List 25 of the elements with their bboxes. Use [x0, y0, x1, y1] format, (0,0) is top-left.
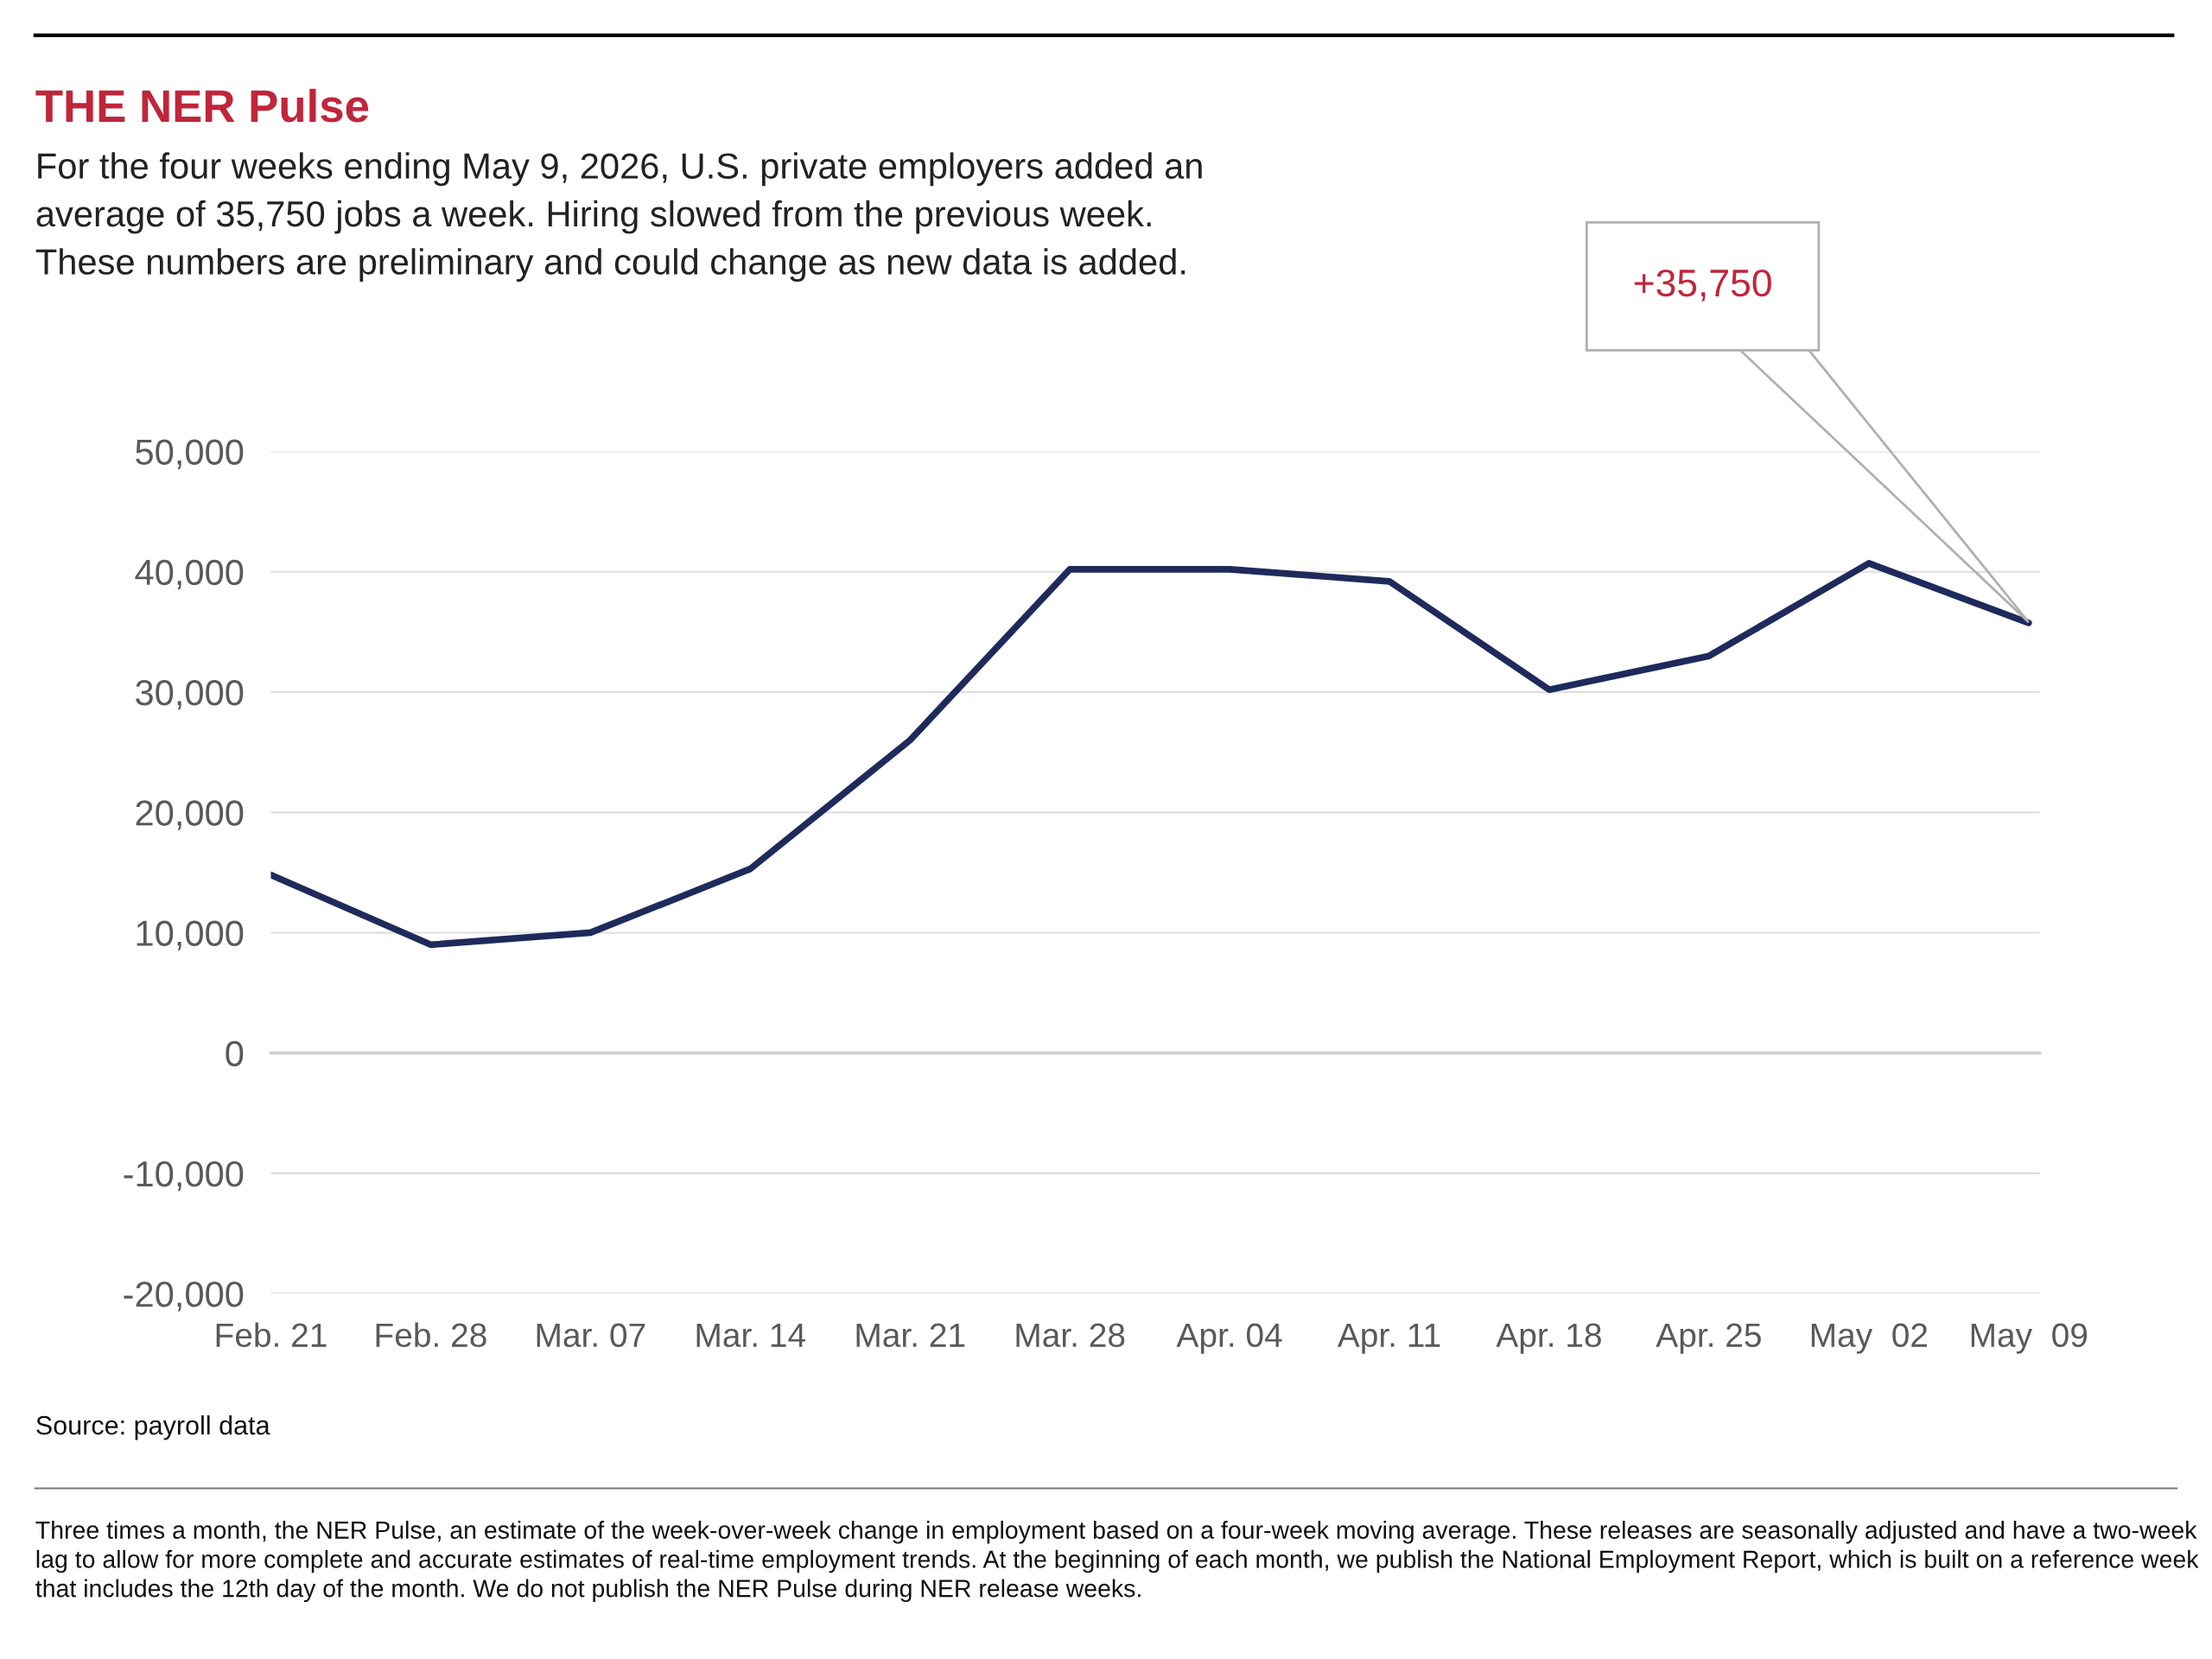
y-tick-label: 0	[226, 1040, 244, 1067]
y-tick-label: 40,000	[135, 559, 244, 590]
y-tick-label: 30,000	[136, 679, 244, 710]
chart-title: THE NER Pulse	[35, 88, 369, 123]
x-tick-label: Mar. 21	[856, 1323, 965, 1348]
x-tick-label: Feb. 28	[376, 1322, 486, 1348]
x-tick-label: May 09	[1971, 1323, 2088, 1354]
chart-subtitle: For the four weeks ending May 9, 2026, U.S. private employers added an average of 35,750 jobs a week. Hiring slowed from the previous week. These numbers are preliminary and could change as new data is added.	[35, 152, 1202, 283]
y-tick-label: -20,000	[124, 1281, 244, 1312]
x-tick-label: Apr. 04	[1176, 1323, 1282, 1354]
x-tick-label: Mar. 14	[696, 1323, 805, 1348]
x-tick-label: Apr. 25	[1656, 1323, 1761, 1354]
x-tick-label: Feb. 21	[216, 1322, 327, 1348]
x-tick-label: Mar. 28	[1016, 1323, 1125, 1348]
y-tick-label: 20,000	[136, 800, 244, 830]
x-tick-label: Apr. 11	[1337, 1323, 1440, 1354]
text: +35,750	[1634, 269, 1771, 302]
y-tick-label: 10,000	[137, 920, 244, 950]
x-tick-label: Apr. 18	[1496, 1323, 1601, 1354]
x-tick-label: May 02	[1811, 1323, 1928, 1354]
y-tick-label: -10,000	[124, 1160, 244, 1192]
x-tick-label: Mar. 07	[537, 1323, 645, 1348]
source-note: Source: payroll data	[36, 1415, 270, 1440]
text: Three times a month, the NER Pulse, an estimate of the week-over-week change in employment based on a four-week moving average. These releases are seasonally adjusted and have a two-week lag to allow for more complete and accurate estimates of real-time employment trends. At the beginning of each month, we publish the National Employment Report, which is built on a reference week that includes the 12th day of the month. We do not publish the NER Pulse during NER release weeks.	[35, 1521, 2199, 1603]
y-tick-label: 50,000	[136, 439, 244, 469]
